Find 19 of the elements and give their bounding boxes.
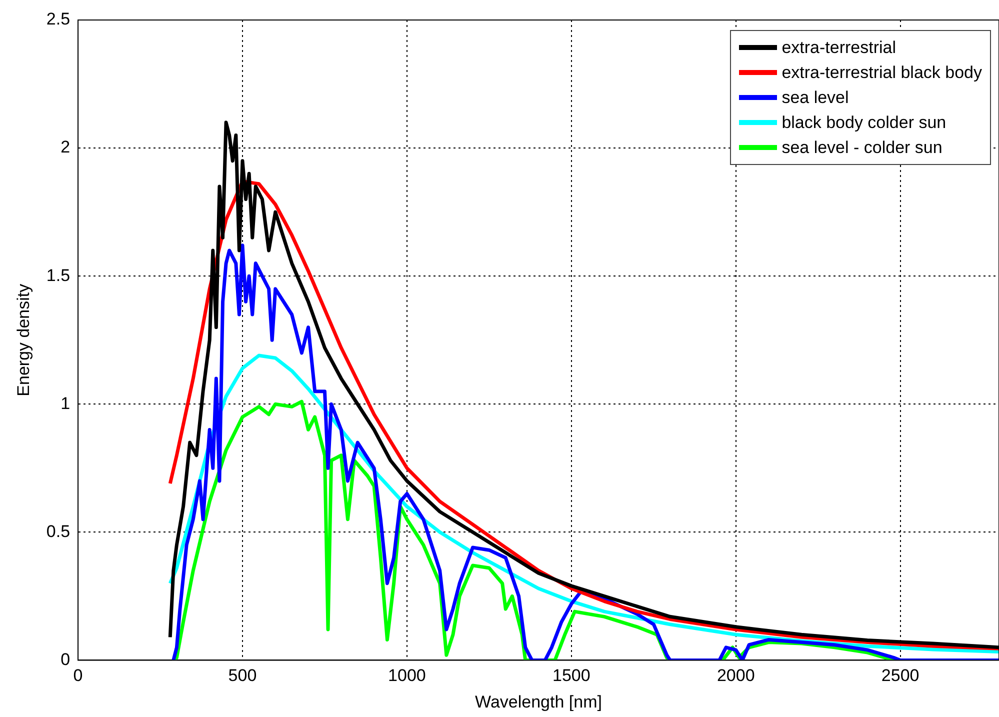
x-axis-title: Wavelength [nm] [475,692,602,712]
y-axis-title: Energy density [14,283,33,396]
legend-label: sea level [782,87,849,109]
x-tick-label: 1000 [388,666,426,686]
legend-label: extra-terrestrial black body [782,62,982,84]
x-tick-label: 2000 [716,666,755,686]
legend-label: black body colder sun [782,112,946,134]
y-tick-label: 0 [60,650,70,669]
x-tick-label: 1500 [552,666,590,686]
legend-label: extra-terrestrial [782,37,896,59]
y-tick-label: 1.5 [46,266,70,285]
x-tick-label: 2500 [881,666,920,686]
legend-label: sea level - colder sun [782,137,942,159]
y-tick-label: 1 [60,394,70,413]
y-tick-label: 2 [60,138,70,157]
y-tick-label: 0.5 [46,522,70,541]
x-tick-label: 500 [228,666,257,686]
x-tick-label: 0 [73,666,83,686]
y-tick-label: 2.5 [46,10,70,29]
